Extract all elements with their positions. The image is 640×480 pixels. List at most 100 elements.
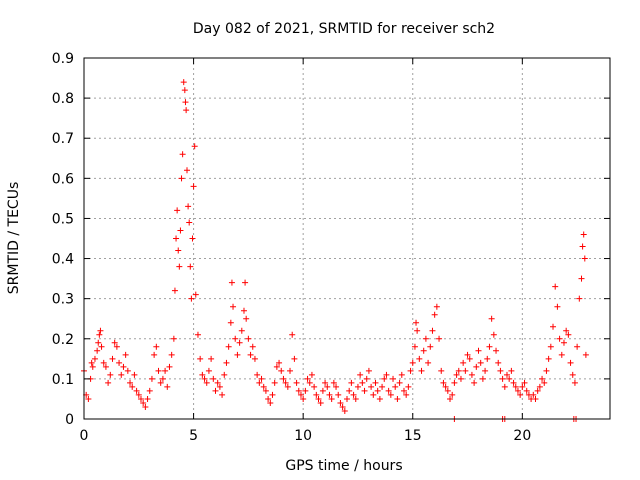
data-point [116, 359, 123, 366]
data-point [88, 359, 95, 366]
y-tick-label: 0.8 [52, 91, 74, 107]
data-point [361, 387, 368, 394]
data-point [396, 379, 403, 386]
data-point [173, 235, 180, 242]
data-point [552, 283, 559, 290]
data-point [326, 391, 333, 398]
data-point [541, 379, 548, 386]
data-point [363, 375, 370, 382]
data-point [315, 395, 322, 402]
data-point [337, 399, 344, 406]
data-point [578, 275, 585, 282]
data-point [339, 403, 346, 410]
data-point [230, 303, 237, 310]
data-point [284, 383, 291, 390]
data-point [95, 339, 102, 346]
data-point [118, 371, 125, 378]
data-point [425, 359, 432, 366]
data-point [183, 107, 190, 114]
data-point [581, 255, 588, 262]
data-point [269, 391, 276, 398]
data-point [212, 387, 219, 394]
data-point [177, 227, 184, 234]
data-point [232, 335, 239, 342]
data-point [398, 371, 405, 378]
data-point [186, 219, 193, 226]
data-point [96, 331, 103, 338]
x-tick-label: 5 [189, 428, 198, 444]
data-point [271, 379, 278, 386]
data-point [468, 371, 475, 378]
data-point [420, 347, 427, 354]
data-point [484, 355, 491, 362]
data-point [190, 183, 197, 190]
data-point [392, 383, 399, 390]
data-point [122, 351, 129, 358]
data-point [400, 387, 407, 394]
data-point [414, 327, 421, 334]
data-point [313, 391, 320, 398]
y-tick-label: 0.3 [52, 292, 74, 308]
data-point [473, 363, 480, 370]
data-point [184, 167, 191, 174]
data-point [383, 371, 390, 378]
data-point [438, 367, 445, 374]
data-point [208, 355, 215, 362]
data-point [225, 343, 232, 350]
axis-ticks: 0 0.1 0.2 0.3 0.4 0.5 0.6 0.7 0.8 0.9 0 5 10 15 20 [52, 51, 610, 444]
data-point [357, 371, 364, 378]
data-point [102, 363, 109, 370]
data-point [387, 391, 394, 398]
data-point [89, 363, 96, 370]
y-tick-label: 0.7 [52, 131, 74, 147]
x-tick-label: 15 [404, 428, 422, 444]
data-point [341, 407, 348, 414]
data-point [508, 367, 515, 374]
data-point [199, 371, 206, 378]
data-point [385, 387, 392, 394]
data-point [242, 279, 249, 286]
data-point [344, 395, 350, 402]
data-point [433, 303, 440, 310]
data-point [547, 343, 554, 350]
data-point [372, 379, 379, 386]
data-point [282, 379, 289, 386]
data-point [240, 307, 247, 314]
data-point [179, 151, 186, 158]
data-point [127, 379, 134, 386]
data-point [109, 355, 116, 362]
data-point [403, 391, 410, 398]
x-tick-label: 0 [80, 428, 89, 444]
data-point [493, 347, 500, 354]
data-point [306, 379, 313, 386]
data-point [238, 327, 245, 334]
data-point [100, 359, 107, 366]
data-point [479, 375, 486, 382]
data-point [532, 395, 539, 402]
data-point [574, 343, 581, 350]
data-point [201, 375, 208, 382]
data-point [545, 355, 552, 362]
data-point [348, 379, 355, 386]
data-point [256, 379, 263, 386]
data-point [245, 335, 252, 342]
data-point [153, 343, 160, 350]
data-point [534, 387, 541, 394]
data-point [228, 279, 235, 286]
data-point [317, 399, 324, 406]
data-point [311, 383, 318, 390]
data-point [488, 315, 495, 322]
data-point [249, 343, 256, 350]
data-point [512, 383, 519, 390]
data-point [273, 363, 280, 370]
data-point [440, 379, 447, 386]
data-point [175, 247, 182, 254]
data-point [295, 387, 302, 394]
data-point [308, 371, 315, 378]
y-tick-label: 0.5 [52, 211, 74, 227]
data-point [203, 379, 210, 386]
data-point [431, 311, 438, 318]
data-point [324, 383, 331, 390]
data-point [185, 203, 192, 210]
data-point [370, 391, 377, 398]
